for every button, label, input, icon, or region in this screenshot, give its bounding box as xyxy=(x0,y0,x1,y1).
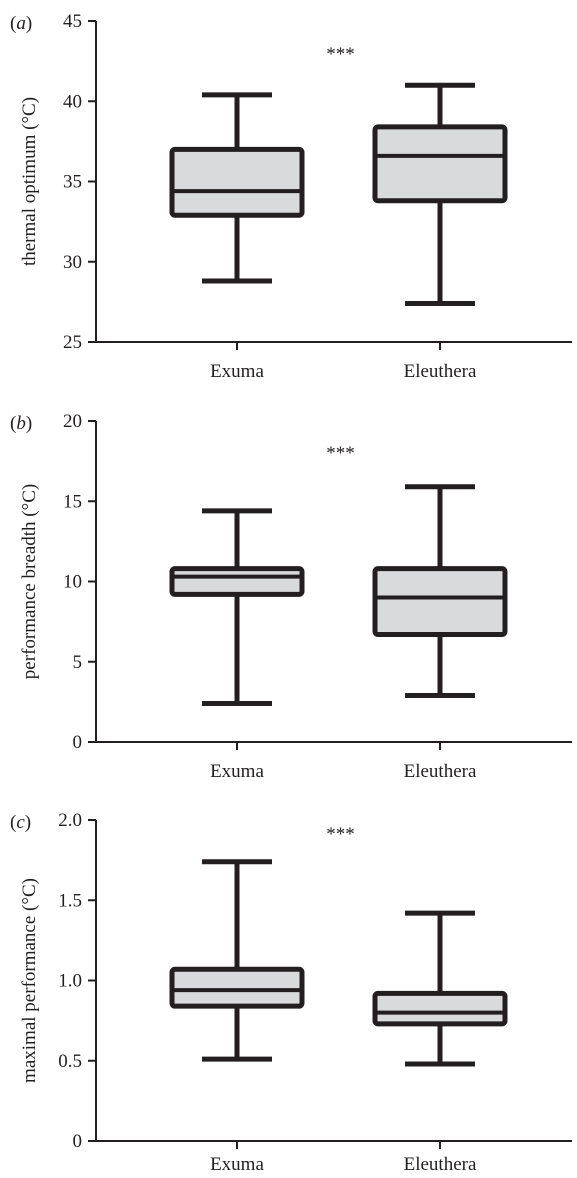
y-tick-label: 0 xyxy=(73,1131,83,1152)
panel-letter: c xyxy=(16,812,25,833)
iqr-box xyxy=(372,566,508,637)
y-tick-label: 2.0 xyxy=(58,810,82,831)
x-tick-label: Eleuthera xyxy=(404,361,477,382)
box-eleuthera xyxy=(372,82,508,306)
panel-letter: b xyxy=(16,413,26,434)
significance-marker: *** xyxy=(326,443,355,464)
x-tick-label: Exuma xyxy=(210,361,264,382)
y-tick-label: 15 xyxy=(63,491,82,512)
y-tick-label: 5 xyxy=(73,652,83,673)
x-tick-label: Eleuthera xyxy=(404,1154,477,1175)
panel-b: (b) 0 5 10 15 20 performance breadth (°C) *** Ex… xyxy=(10,411,572,782)
significance-marker: *** xyxy=(326,824,355,845)
y-tick-label: 0.5 xyxy=(58,1051,82,1072)
y-axis-title: maximal performance (°C) xyxy=(19,878,40,1083)
significance-marker: *** xyxy=(326,44,355,65)
y-tick-label: 30 xyxy=(63,252,82,273)
iqr-box xyxy=(372,124,508,204)
y-axis-title: thermal optimum (°C) xyxy=(19,97,40,266)
iqr-box xyxy=(372,990,508,1027)
y-tick-label: 20 xyxy=(63,411,82,432)
y-tick-label: 10 xyxy=(63,572,82,593)
iqr-box xyxy=(169,566,305,597)
x-tick-label: Exuma xyxy=(210,1154,264,1175)
panel-label: (a) xyxy=(10,13,32,34)
box-exuma xyxy=(169,859,305,1062)
box-eleuthera xyxy=(372,484,508,698)
panel-label: (b) xyxy=(10,413,32,434)
y-tick-label: 25 xyxy=(63,332,82,353)
y-tick-label: 1.0 xyxy=(58,971,82,992)
box-exuma xyxy=(169,92,305,284)
box-exuma xyxy=(169,508,305,706)
y-tick-label: 40 xyxy=(63,91,82,112)
panel-c: (c) 0 0.5 1.0 1.5 2.0 maximal performance (°C)… xyxy=(10,810,572,1175)
y-tick-label: 35 xyxy=(63,172,82,193)
panel-letter: a xyxy=(16,13,26,34)
box-eleuthera xyxy=(372,910,508,1067)
y-tick-label: 0 xyxy=(73,732,83,753)
y-axis-title: performance breadth (°C) xyxy=(19,484,40,679)
iqr-box xyxy=(169,146,305,218)
iqr-box xyxy=(169,966,305,1009)
x-tick-label: Exuma xyxy=(210,761,264,782)
panel-a: (a) 25 30 35 40 45 thermal optimum (°C) *** Exum… xyxy=(10,11,572,382)
panel-label: (c) xyxy=(10,812,31,833)
x-tick-label: Eleuthera xyxy=(404,761,477,782)
y-tick-label: 45 xyxy=(63,11,82,32)
y-tick-label: 1.5 xyxy=(58,890,82,911)
